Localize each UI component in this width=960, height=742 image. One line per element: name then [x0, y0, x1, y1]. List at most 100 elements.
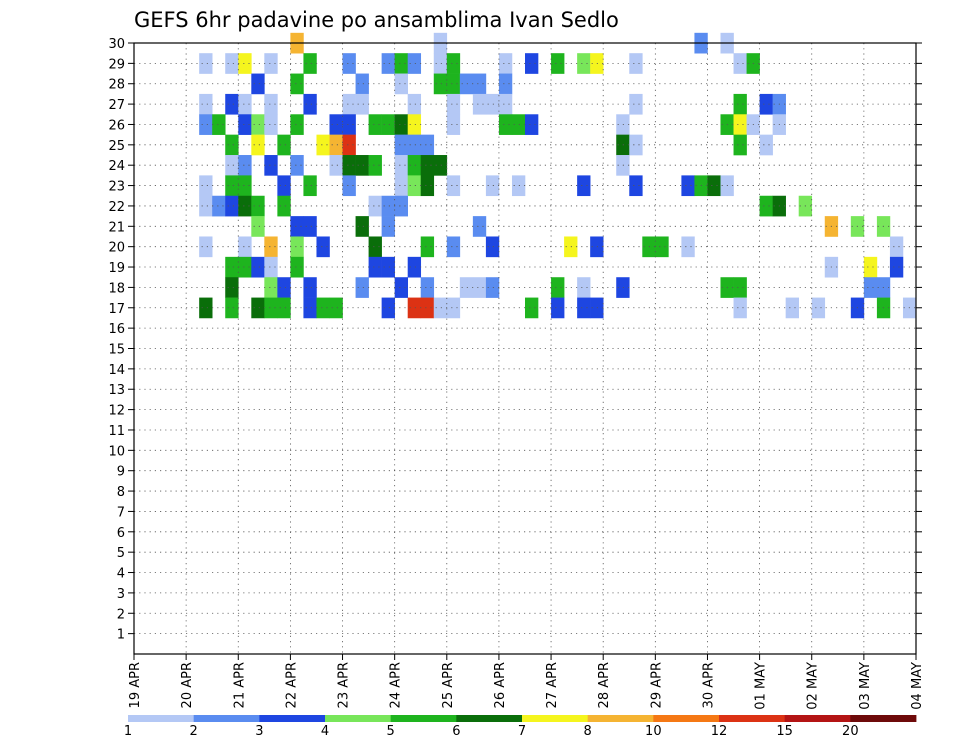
precip-cell: [407, 114, 422, 135]
precip-cell: [525, 297, 539, 319]
precip-cell: [355, 155, 369, 176]
precip-cell: [251, 256, 265, 278]
y-tick-label: 13: [108, 383, 125, 398]
precip-cell: [368, 236, 382, 258]
precip-cell: [290, 216, 304, 237]
precip-cell: [381, 216, 395, 237]
precip-cell: [199, 53, 213, 74]
precip-cell: [225, 175, 239, 197]
x-tick-label: 30 APR: [701, 662, 716, 708]
precip-cell: [368, 114, 382, 135]
precip-cell: [681, 236, 695, 258]
legend-label: 4: [321, 724, 329, 739]
precip-cell: [733, 53, 747, 74]
y-tick-label: 21: [108, 220, 125, 235]
precip-cell: [277, 195, 291, 217]
x-tick-label: 20 APR: [180, 662, 195, 708]
y-tick-label: 9: [117, 465, 125, 480]
precip-cell: [433, 53, 448, 74]
y-tick-label: 16: [108, 322, 125, 337]
y-tick-label: 19: [108, 261, 125, 276]
precip-cell: [303, 277, 317, 298]
precip-cell: [551, 277, 565, 298]
legend-swatch: [522, 715, 589, 722]
precip-cell: [251, 195, 265, 217]
precip-cell: [264, 53, 278, 74]
precip-cell: [811, 297, 826, 319]
precip-cell: [329, 134, 343, 156]
chart-title: GEFS 6hr padavine po ansamblima Ivan Sed…: [134, 8, 619, 32]
precip-cell: [889, 256, 904, 278]
y-tick-label: 17: [108, 302, 125, 317]
precip-cell: [342, 93, 356, 115]
legend-label: 20: [842, 724, 859, 739]
precip-cell: [498, 93, 513, 115]
precip-cell: [316, 134, 330, 156]
precip-cell: [277, 175, 291, 197]
legend-swatch: [128, 715, 195, 722]
precip-cell: [238, 175, 252, 197]
precip-cell: [472, 73, 487, 95]
legend-label: 15: [776, 724, 793, 739]
precip-cell: [551, 53, 565, 74]
x-tick-label: 19 APR: [128, 662, 143, 708]
precip-cell: [407, 297, 422, 319]
legend-swatch: [784, 715, 851, 722]
legend-label: 7: [518, 724, 526, 739]
precip-cell: [629, 93, 643, 115]
legend-label: 2: [190, 724, 198, 739]
color-legend: 1 2 3 4 5 6 7 8 10 12 15 20: [124, 715, 917, 739]
precip-cell: [225, 256, 239, 278]
y-tick-label: 8: [117, 485, 125, 500]
precip-cell: [225, 53, 239, 74]
precip-cell: [629, 175, 643, 197]
precip-cell: [277, 277, 291, 298]
precip-cell: [264, 256, 278, 278]
precip-cell: [459, 277, 474, 298]
precip-cell: [564, 236, 578, 258]
legend-swatch: [719, 715, 786, 722]
precip-cell: [577, 53, 591, 74]
precip-cell: [225, 277, 239, 298]
precip-cell: [863, 277, 878, 298]
precip-cell: [394, 114, 408, 135]
x-tick-label: 26 APR: [493, 662, 508, 708]
y-tick-label: 2: [117, 607, 125, 622]
precip-cell: [381, 195, 395, 217]
precip-cell: [381, 114, 395, 135]
precip-cell: [368, 155, 382, 176]
x-axis-ticks: 19 APR 20 APR 21 APR 22 APR 23 APR 24 APR 25 A…: [128, 654, 925, 710]
y-tick-label: 12: [108, 404, 125, 419]
precip-cell: [446, 93, 461, 115]
y-tick-label: 23: [108, 180, 125, 195]
precip-cell: [264, 114, 278, 135]
precip-cell: [459, 73, 474, 95]
precip-cell: [655, 236, 669, 258]
precip-cell: [381, 53, 395, 74]
precip-cell: [251, 114, 265, 135]
precip-cell: [511, 114, 526, 135]
precip-cell: [264, 236, 278, 258]
x-tick-label: 24 APR: [389, 662, 404, 708]
precip-cell: [342, 134, 356, 156]
y-axis-ticks: 1234567891011121314151617181920212223242…: [108, 37, 922, 643]
precip-cell: [446, 175, 461, 197]
legend-label: 12: [711, 724, 728, 739]
precip-cell: [394, 277, 408, 298]
precip-cell: [498, 53, 513, 74]
y-tick-label: 28: [108, 78, 125, 93]
precip-cell: [212, 195, 226, 217]
precip-cell: [251, 73, 265, 95]
precip-cell: [485, 175, 500, 197]
precip-cell: [485, 93, 500, 115]
precip-cell: [238, 155, 252, 176]
precip-cell: [525, 53, 539, 74]
precip-cell: [355, 73, 369, 95]
grid-lines: [134, 42, 916, 654]
precip-cell: [629, 134, 643, 156]
y-tick-label: 4: [117, 567, 125, 582]
precip-cell: [759, 195, 773, 217]
x-tick-label: 02 MAY: [806, 662, 821, 710]
precip-cell: [264, 277, 278, 298]
y-tick-label: 18: [108, 281, 125, 296]
